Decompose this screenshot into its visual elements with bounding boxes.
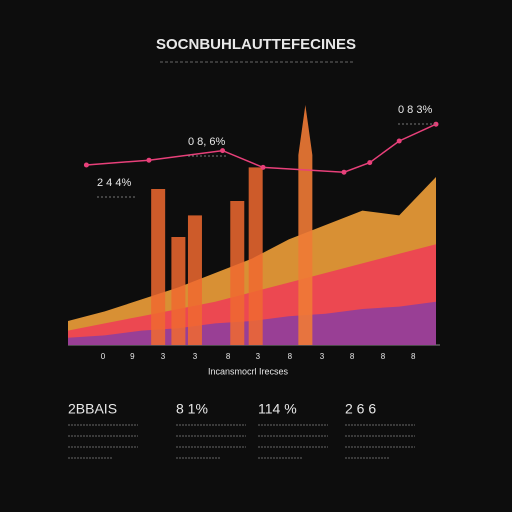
annotation: 2 4 4%	[97, 177, 131, 189]
x-tick-label: 3	[161, 352, 166, 361]
x-tick-label: 8	[381, 352, 386, 361]
stat-value: 8 1%	[176, 401, 208, 417]
x-tick-label: 8	[350, 352, 355, 361]
x-tick-label: 3	[193, 352, 198, 361]
line-marker	[220, 148, 226, 154]
bar	[151, 189, 166, 345]
stat-value: 114 %	[258, 401, 297, 417]
x-tick-label: 0	[101, 352, 106, 361]
x-tick-label: 8	[411, 352, 416, 361]
bar	[187, 215, 202, 345]
bar	[230, 201, 245, 345]
x-tick-label: 9	[130, 352, 135, 361]
spike-bar	[298, 105, 313, 345]
annotation: 0 8 3%	[398, 104, 432, 116]
line-marker	[260, 164, 266, 170]
bar	[171, 237, 186, 345]
x-tick-label: 8	[288, 352, 293, 361]
line-marker	[367, 160, 373, 166]
stat-value: 2BBAIS	[68, 401, 117, 417]
stat-value: 2 6 6	[345, 401, 376, 417]
x-tick-label: 8	[226, 352, 231, 361]
line-marker	[83, 162, 89, 168]
x-tick-label: 3	[320, 352, 325, 361]
x-axis-label: Incansmocrl Irecses	[208, 366, 289, 376]
line-marker	[146, 157, 152, 163]
chart-title: SOCNBUHLAUTTEFECINES	[156, 36, 356, 53]
line-marker	[341, 169, 347, 175]
line	[86, 123, 437, 173]
annotation: 0 8, 6%	[188, 136, 226, 148]
bar	[248, 167, 263, 345]
line-marker	[396, 138, 402, 144]
x-tick-label: 3	[256, 352, 261, 361]
